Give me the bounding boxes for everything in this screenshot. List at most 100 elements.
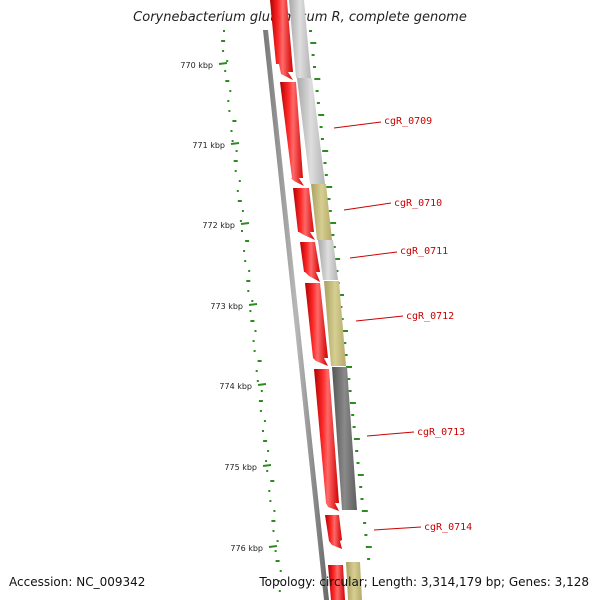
gene-label[interactable]: cgR_0712 xyxy=(406,311,454,322)
outer-coverage-dot xyxy=(332,246,336,248)
coverage-dot xyxy=(262,430,264,432)
coverage-dot xyxy=(273,510,276,512)
gene-label-leader xyxy=(355,315,404,322)
coverage-dot xyxy=(268,490,271,492)
forward-gene-arrow[interactable] xyxy=(325,515,342,549)
coverage-dot xyxy=(258,400,263,402)
gene-label[interactable]: cgR_0713 xyxy=(417,427,465,438)
outer-coverage-dot xyxy=(319,126,323,128)
reverse-gene-block[interactable] xyxy=(289,0,311,78)
outer-coverage-dot xyxy=(313,66,316,68)
coverage-dot xyxy=(249,310,252,312)
coverage-dot xyxy=(278,590,281,592)
gene-label-leader xyxy=(349,251,398,259)
coverage-dot xyxy=(222,50,225,52)
coverage-dot xyxy=(263,420,266,422)
coverage-dot xyxy=(266,470,269,472)
outer-coverage-dot xyxy=(355,450,359,452)
kbp-tick-mark xyxy=(248,303,258,306)
outer-coverage-dot xyxy=(348,390,352,392)
kbp-tick-mark xyxy=(268,545,278,548)
gene-label[interactable]: cgR_0711 xyxy=(400,246,448,257)
coverage-dot xyxy=(241,230,243,232)
reverse-gene-block[interactable] xyxy=(332,367,357,510)
outer-coverage-dot xyxy=(357,474,364,476)
outer-coverage-dot xyxy=(352,426,356,428)
coverage-dot xyxy=(254,330,257,332)
outer-coverage-dot xyxy=(311,54,315,56)
genome-backbone xyxy=(263,30,329,600)
coverage-dot xyxy=(228,110,231,112)
outer-coverage-dot xyxy=(324,174,328,176)
outer-coverage-dot xyxy=(328,210,332,212)
coverage-dot xyxy=(244,260,247,262)
forward-gene-arrow[interactable] xyxy=(270,0,293,80)
gene-label-leader xyxy=(366,431,415,437)
reverse-gene-block[interactable] xyxy=(324,281,346,366)
coverage-dot xyxy=(269,500,272,502)
outer-coverage-dot xyxy=(351,414,355,416)
kbp-tick-mark xyxy=(240,222,250,225)
forward-gene-arrow[interactable] xyxy=(314,369,339,511)
reverse-gene-block[interactable] xyxy=(318,240,338,280)
coverage-dot xyxy=(271,520,276,522)
kbp-tick-mark xyxy=(262,464,272,467)
kbp-ruler: 770 kbp 771 kbp 772 kbp 773 kbp 774 kbp … xyxy=(180,61,278,553)
outer-coverage-dot xyxy=(347,378,351,380)
coverage-dot xyxy=(263,440,268,442)
coverage-dot xyxy=(251,300,254,302)
outer-coverage-dot xyxy=(335,270,339,272)
coverage-dot xyxy=(226,60,229,62)
forward-gene-arrow[interactable] xyxy=(300,242,320,282)
coverage-dot xyxy=(277,580,280,582)
coverage-dot xyxy=(252,340,255,342)
forward-gene-arrow[interactable] xyxy=(293,188,315,240)
outer-coverage-dot xyxy=(309,30,312,32)
coverage-dot xyxy=(270,480,275,482)
outer-coverage-dot xyxy=(315,90,319,92)
forward-gene-arrow[interactable] xyxy=(280,82,304,186)
outer-coverage-dot xyxy=(334,258,341,260)
kbp-tick-label: 775 kbp xyxy=(224,463,257,472)
kbp-tick-mark xyxy=(218,62,228,65)
outer-coverage-dot xyxy=(353,438,360,440)
coverage-dot xyxy=(246,280,251,282)
reverse-gene-block[interactable] xyxy=(346,562,362,600)
outer-coverage-dot xyxy=(338,294,344,296)
outer-coverage-dot xyxy=(344,354,348,356)
topology-text: Topology: circular; Length: 3,314,179 bp… xyxy=(259,575,589,589)
outer-coverage-dot xyxy=(346,366,352,368)
forward-gene-arrow[interactable] xyxy=(328,565,345,600)
coverage-dot xyxy=(232,120,237,122)
outer-coverage-dot xyxy=(359,486,363,488)
reverse-gene-block[interactable] xyxy=(297,78,325,184)
kbp-tick-label: 774 kbp xyxy=(219,382,252,391)
outer-coverage-dot xyxy=(342,330,348,332)
gene-label[interactable]: cgR_0709 xyxy=(384,116,432,127)
coverage-dot xyxy=(227,100,230,102)
coverage-dot xyxy=(265,460,268,462)
kbp-tick-label: 770 kbp xyxy=(180,61,213,70)
coverage-dot xyxy=(256,380,259,382)
coverage-dot xyxy=(259,410,262,412)
outer-coverage-dot xyxy=(320,138,324,140)
forward-strand-genes xyxy=(270,0,345,600)
coverage-dot xyxy=(276,540,279,542)
outer-coverage-dot xyxy=(360,498,364,500)
coverage-dot xyxy=(223,30,225,32)
coverage-dot xyxy=(274,550,277,552)
kbp-tick-label: 773 kbp xyxy=(210,302,243,311)
gene-label-leader xyxy=(333,121,382,129)
forward-gene-arrow[interactable] xyxy=(305,283,328,366)
outer-coverage-dot xyxy=(314,78,321,80)
coverage-dot xyxy=(272,530,275,532)
outer-coverage-dot xyxy=(363,522,367,524)
coverage-dot xyxy=(230,130,233,132)
outer-coverage-dot xyxy=(367,558,371,560)
outer-coverage-dot xyxy=(361,510,368,512)
coverage-dot xyxy=(248,270,251,272)
gene-label[interactable]: cgR_0714 xyxy=(424,522,472,533)
gene-label[interactable]: cgR_0710 xyxy=(394,198,442,209)
reverse-gene-block[interactable] xyxy=(311,184,332,240)
